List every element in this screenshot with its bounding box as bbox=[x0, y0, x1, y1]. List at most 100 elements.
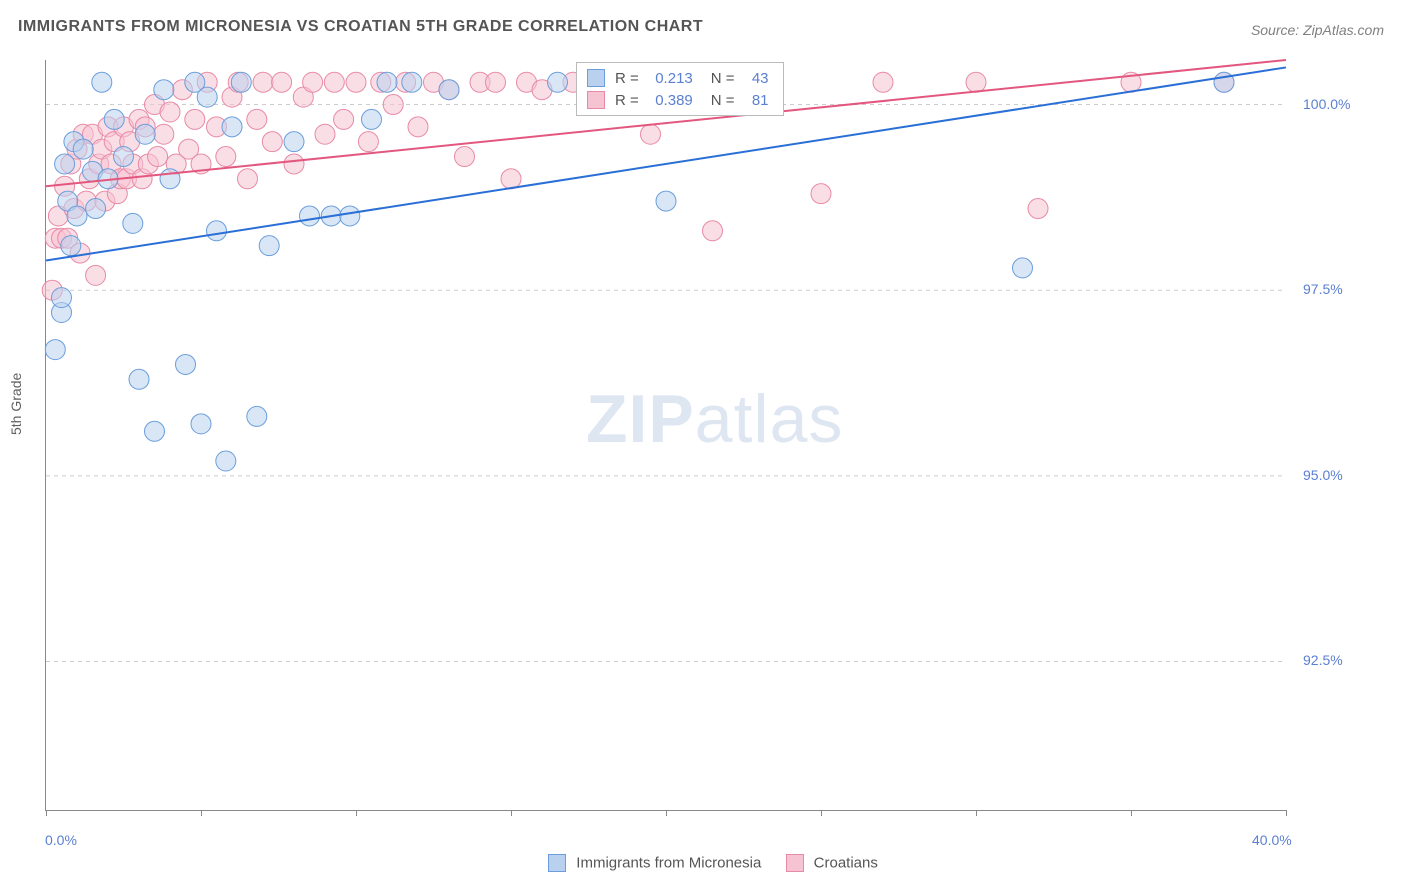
source-label: Source: ZipAtlas.com bbox=[1251, 22, 1384, 38]
stats-n-value-a: 43 bbox=[739, 70, 769, 87]
data-point bbox=[145, 421, 165, 441]
legend-swatch-b bbox=[786, 854, 804, 872]
stats-n-label-b: N = bbox=[711, 92, 735, 109]
data-point bbox=[377, 72, 397, 92]
data-point bbox=[238, 169, 258, 189]
data-point bbox=[501, 169, 521, 189]
data-point bbox=[324, 72, 344, 92]
data-point bbox=[114, 147, 134, 167]
legend-label-a: Immigrants from Micronesia bbox=[576, 855, 761, 872]
y-tick-label: 92.5% bbox=[1303, 652, 1343, 668]
stats-row-b: R = 0.389 N = 81 bbox=[587, 89, 773, 111]
data-point bbox=[262, 132, 282, 152]
data-point bbox=[185, 109, 205, 129]
data-point bbox=[259, 236, 279, 256]
x-start-label: 0.0% bbox=[45, 832, 77, 848]
stats-r-label-b: R = bbox=[615, 92, 639, 109]
data-point bbox=[154, 124, 174, 144]
data-point bbox=[703, 221, 723, 241]
data-point bbox=[86, 199, 106, 219]
x-tick bbox=[1131, 810, 1132, 816]
data-point bbox=[231, 72, 251, 92]
data-point bbox=[129, 369, 149, 389]
data-point bbox=[67, 206, 87, 226]
data-point bbox=[148, 147, 168, 167]
stats-box: R = 0.213 N = 43 R = 0.389 N = 81 bbox=[576, 62, 784, 116]
data-point bbox=[486, 72, 506, 92]
data-point bbox=[52, 288, 72, 308]
data-point bbox=[1028, 199, 1048, 219]
data-point bbox=[73, 139, 93, 159]
y-tick-label: 95.0% bbox=[1303, 467, 1343, 483]
data-point bbox=[247, 109, 267, 129]
chart-title: IMMIGRANTS FROM MICRONESIA VS CROATIAN 5… bbox=[18, 18, 703, 36]
data-point bbox=[284, 132, 304, 152]
y-tick-label: 100.0% bbox=[1303, 96, 1350, 112]
data-point bbox=[191, 414, 211, 434]
data-point bbox=[272, 72, 292, 92]
data-point bbox=[334, 109, 354, 129]
plot-svg bbox=[46, 60, 1286, 810]
data-point bbox=[873, 72, 893, 92]
x-tick bbox=[46, 810, 47, 816]
stats-r-value-b: 0.389 bbox=[643, 92, 693, 109]
data-point bbox=[362, 109, 382, 129]
data-point bbox=[402, 72, 422, 92]
y-tick-label: 97.5% bbox=[1303, 281, 1343, 297]
data-point bbox=[439, 80, 459, 100]
data-point bbox=[216, 451, 236, 471]
x-tick bbox=[666, 810, 667, 816]
data-point bbox=[207, 221, 227, 241]
data-point bbox=[811, 184, 831, 204]
data-point bbox=[548, 72, 568, 92]
data-point bbox=[45, 340, 65, 360]
data-point bbox=[55, 154, 75, 174]
data-point bbox=[123, 213, 143, 233]
data-point bbox=[222, 117, 242, 137]
data-point bbox=[216, 147, 236, 167]
legend-swatch-a bbox=[548, 854, 566, 872]
data-point bbox=[61, 236, 81, 256]
data-point bbox=[656, 191, 676, 211]
stats-n-value-b: 81 bbox=[739, 92, 769, 109]
data-point bbox=[253, 72, 273, 92]
stats-r-label-a: R = bbox=[615, 70, 639, 87]
data-point bbox=[408, 117, 428, 137]
stats-r-value-a: 0.213 bbox=[643, 70, 693, 87]
legend-label-b: Croatians bbox=[814, 855, 878, 872]
data-point bbox=[966, 72, 986, 92]
data-point bbox=[160, 102, 180, 122]
data-point bbox=[641, 124, 661, 144]
data-point bbox=[383, 95, 403, 115]
x-tick bbox=[511, 810, 512, 816]
data-point bbox=[455, 147, 475, 167]
stats-n-label-a: N = bbox=[711, 70, 735, 87]
x-tick bbox=[356, 810, 357, 816]
plot-area: ZIPatlas R = 0.213 N = 43 R = 0.389 N = … bbox=[45, 60, 1286, 811]
data-point bbox=[154, 80, 174, 100]
x-tick bbox=[976, 810, 977, 816]
x-end-label: 40.0% bbox=[1252, 832, 1292, 848]
data-point bbox=[247, 406, 267, 426]
stats-row-a: R = 0.213 N = 43 bbox=[587, 67, 773, 89]
data-point bbox=[346, 72, 366, 92]
x-tick bbox=[1286, 810, 1287, 816]
data-point bbox=[284, 154, 304, 174]
y-axis-label: 5th Grade bbox=[8, 373, 24, 435]
data-point bbox=[358, 132, 378, 152]
data-point bbox=[135, 124, 155, 144]
stats-swatch-b bbox=[587, 91, 605, 109]
stats-swatch-a bbox=[587, 69, 605, 87]
x-tick bbox=[821, 810, 822, 816]
data-point bbox=[315, 124, 335, 144]
data-point bbox=[160, 169, 180, 189]
data-point bbox=[300, 206, 320, 226]
data-point bbox=[86, 265, 106, 285]
data-point bbox=[303, 72, 323, 92]
data-point bbox=[92, 72, 112, 92]
data-point bbox=[197, 87, 217, 107]
data-point bbox=[340, 206, 360, 226]
bottom-legend: Immigrants from Micronesia Croatians bbox=[0, 854, 1406, 872]
data-point bbox=[176, 354, 196, 374]
data-point bbox=[104, 109, 124, 129]
